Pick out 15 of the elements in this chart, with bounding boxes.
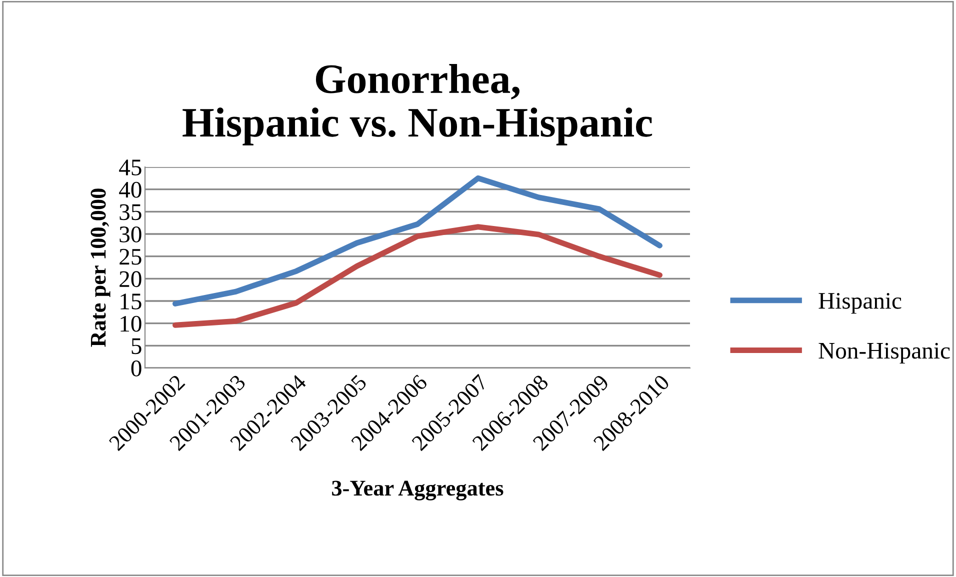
y-tick-label: 25 (120, 248, 142, 265)
legend-label: Hispanic (818, 292, 902, 314)
y-tick-label: 10 (120, 316, 142, 332)
legend-label: Non-Hispanic (818, 342, 950, 364)
y-tick-label: 30 (120, 226, 142, 242)
y-tick-label: 15 (120, 294, 142, 310)
y-tick-label: 35 (120, 204, 142, 220)
y-tick-label: 20 (120, 271, 142, 288)
y-tick-label: 40 (119, 182, 142, 198)
chart-title: Gonorrhea, Hispanic vs. Non-Hispanic (182, 64, 652, 146)
y-tick-label: 45 (119, 160, 142, 176)
y-tick-label: 0 (131, 360, 142, 376)
y-axis-title: Rate per 100,000 (90, 188, 110, 347)
y-tick-label: 5 (132, 338, 142, 354)
x-axis-title: 3-Year Aggregates (332, 480, 504, 500)
